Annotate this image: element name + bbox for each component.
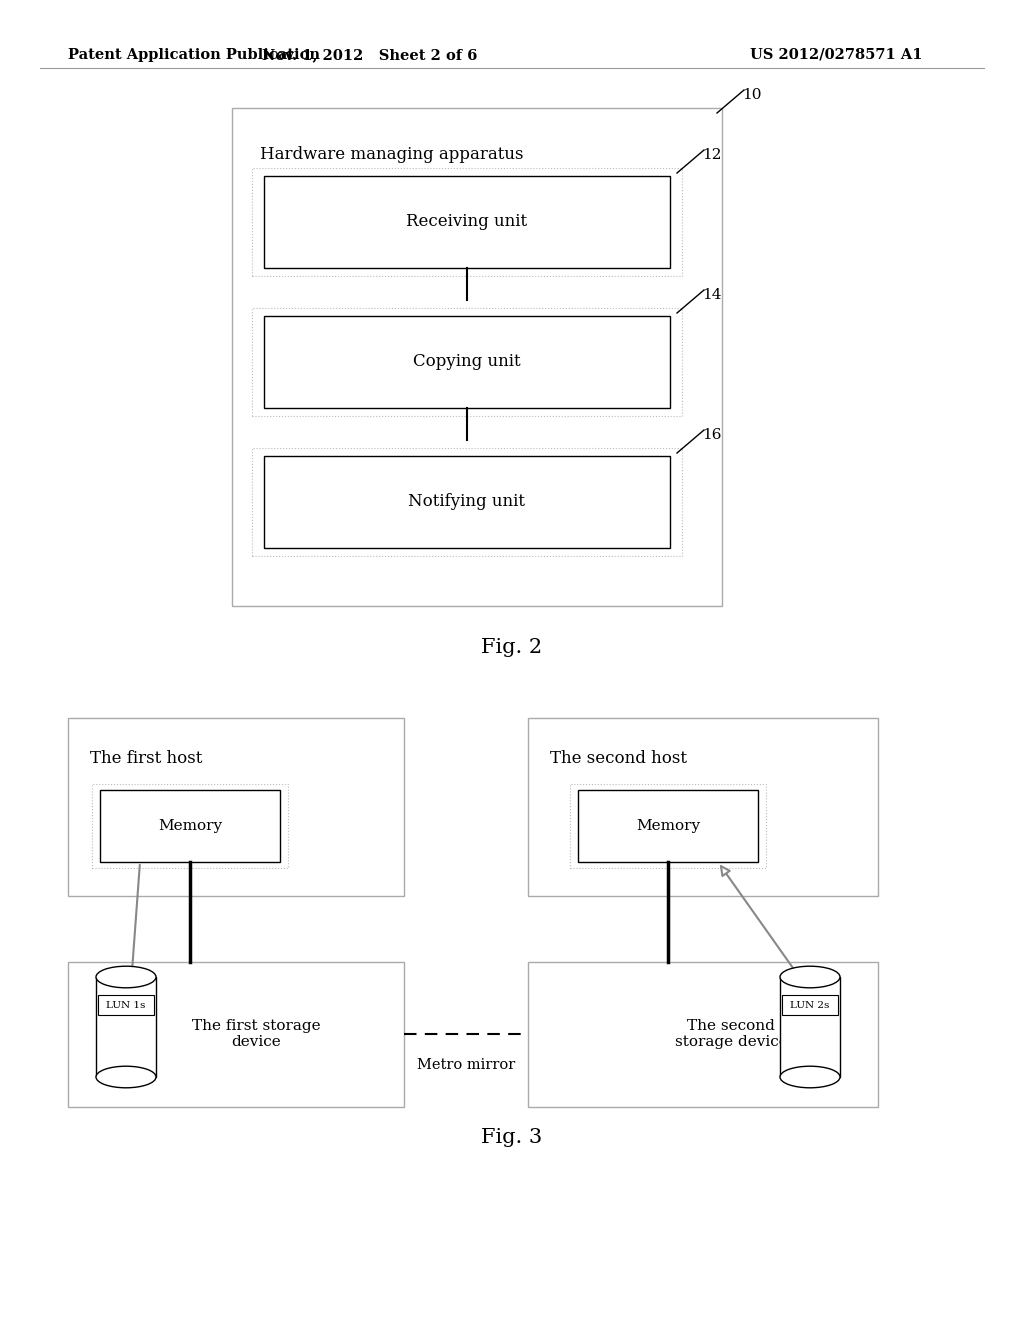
Text: Fig. 3: Fig. 3: [481, 1129, 543, 1147]
Text: 16: 16: [702, 428, 722, 442]
Text: Notifying unit: Notifying unit: [409, 494, 525, 511]
Text: Nov. 1, 2012   Sheet 2 of 6: Nov. 1, 2012 Sheet 2 of 6: [262, 48, 477, 62]
FancyBboxPatch shape: [68, 718, 404, 896]
Text: The first storage
device: The first storage device: [191, 1019, 321, 1049]
FancyBboxPatch shape: [264, 176, 670, 268]
FancyBboxPatch shape: [780, 977, 840, 1077]
FancyBboxPatch shape: [578, 789, 758, 862]
Text: LUN 2s: LUN 2s: [791, 1001, 829, 1010]
FancyBboxPatch shape: [92, 784, 288, 869]
Text: Hardware managing apparatus: Hardware managing apparatus: [260, 147, 523, 162]
Text: US 2012/0278571 A1: US 2012/0278571 A1: [750, 48, 923, 62]
FancyBboxPatch shape: [100, 789, 280, 862]
Text: Fig. 2: Fig. 2: [481, 638, 543, 657]
Text: The second host: The second host: [550, 750, 687, 767]
Ellipse shape: [96, 1067, 156, 1088]
FancyBboxPatch shape: [264, 455, 670, 548]
FancyBboxPatch shape: [68, 962, 404, 1107]
Text: 12: 12: [702, 148, 722, 162]
FancyBboxPatch shape: [232, 108, 722, 606]
Text: Memory: Memory: [636, 818, 700, 833]
Text: Metro mirror: Metro mirror: [417, 1059, 515, 1072]
Text: 14: 14: [702, 288, 722, 302]
FancyBboxPatch shape: [252, 308, 682, 416]
FancyBboxPatch shape: [252, 447, 682, 556]
Text: The first host: The first host: [90, 750, 203, 767]
FancyBboxPatch shape: [264, 315, 670, 408]
Text: 10: 10: [742, 88, 762, 102]
Ellipse shape: [96, 966, 156, 987]
FancyBboxPatch shape: [570, 784, 766, 869]
Text: Memory: Memory: [158, 818, 222, 833]
Text: The second
storage device: The second storage device: [675, 1019, 787, 1049]
FancyBboxPatch shape: [528, 718, 878, 896]
Ellipse shape: [780, 1067, 840, 1088]
FancyBboxPatch shape: [528, 962, 878, 1107]
Text: Patent Application Publication: Patent Application Publication: [68, 48, 319, 62]
Text: Receiving unit: Receiving unit: [407, 214, 527, 231]
FancyBboxPatch shape: [96, 977, 156, 1077]
FancyBboxPatch shape: [252, 168, 682, 276]
Ellipse shape: [780, 966, 840, 987]
FancyBboxPatch shape: [782, 995, 838, 1015]
Text: LUN 1s: LUN 1s: [106, 1001, 145, 1010]
FancyBboxPatch shape: [98, 995, 154, 1015]
Text: Copying unit: Copying unit: [414, 354, 521, 371]
